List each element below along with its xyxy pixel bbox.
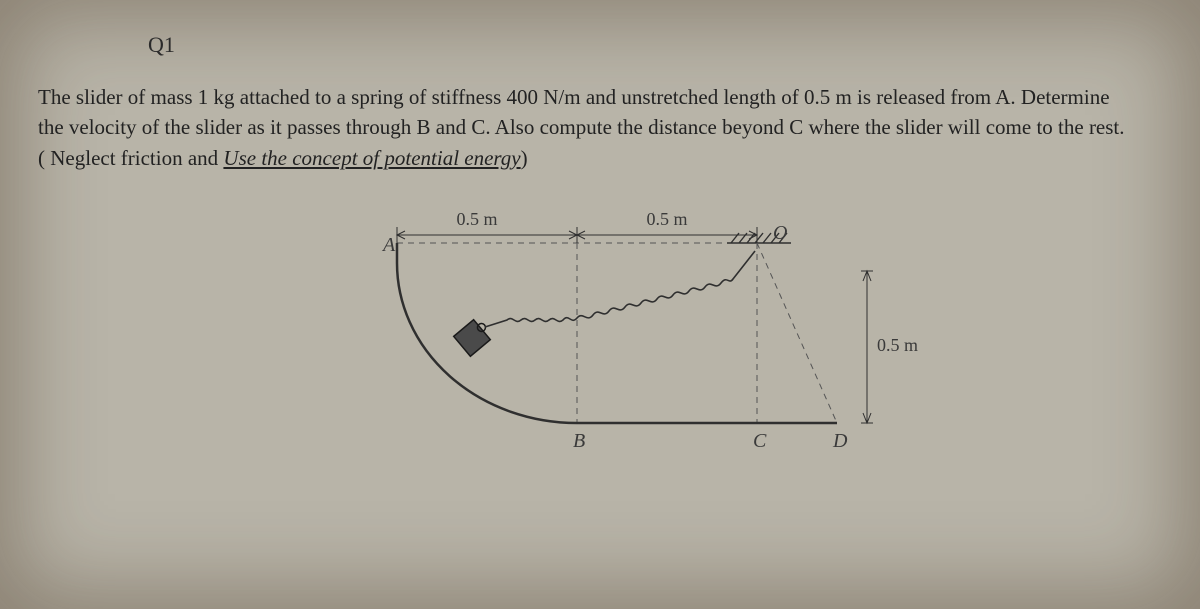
dim-top-right-label: 0.5 m xyxy=(646,209,687,229)
slider-block xyxy=(454,317,494,357)
dim-top-left-label: 0.5 m xyxy=(456,209,497,229)
question-number: Q1 xyxy=(148,32,1166,58)
label-A: A xyxy=(381,234,396,256)
dim-right-label: 0.5 m xyxy=(877,335,918,355)
problem-text-1: The slider of mass 1 kg attached to a sp… xyxy=(38,85,1125,170)
od-dashed xyxy=(757,243,837,423)
dim-right-group xyxy=(861,271,873,423)
label-C: C xyxy=(753,430,767,452)
problem-statement: The slider of mass 1 kg attached to a sp… xyxy=(38,82,1136,173)
label-B: B xyxy=(573,430,585,452)
label-O: O xyxy=(773,222,787,244)
dim-top-left-group xyxy=(397,227,577,243)
problem-text-2: ) xyxy=(521,146,528,170)
figure: 0.5 m 0.5 m 0.5 m xyxy=(377,203,937,483)
spring xyxy=(485,251,755,327)
dim-top-right-group xyxy=(577,227,757,243)
problem-text-underline: Use the concept of potential energy xyxy=(223,146,520,170)
label-D: D xyxy=(832,430,848,452)
diagram-svg: 0.5 m 0.5 m 0.5 m xyxy=(377,203,937,483)
page: Q1 The slider of mass 1 kg attached to a… xyxy=(28,18,1190,599)
